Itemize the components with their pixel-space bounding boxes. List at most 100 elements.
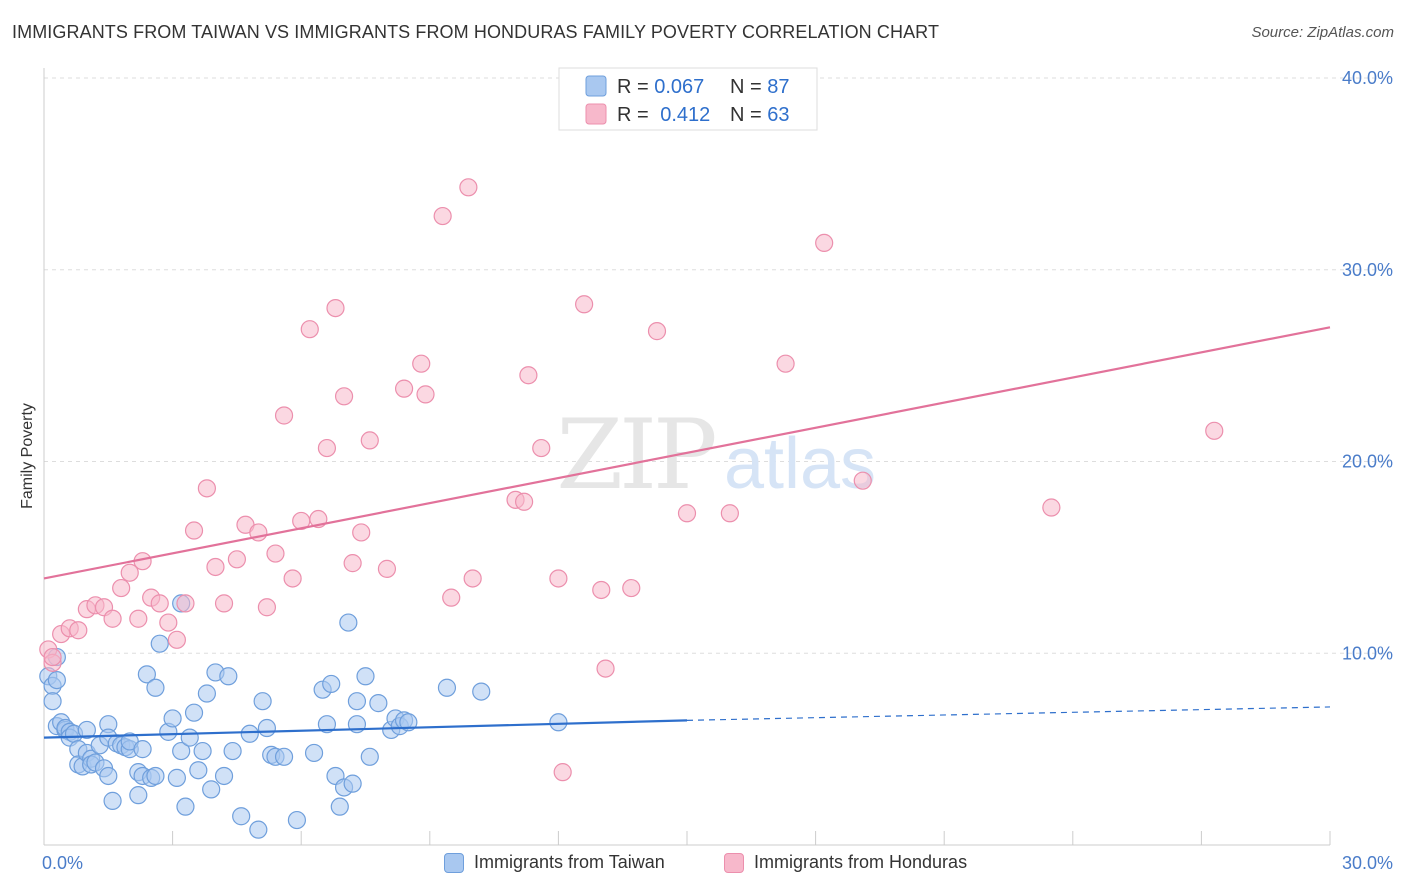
taiwan-point (180, 728, 199, 747)
taiwan-point (202, 780, 221, 799)
taiwan-point (167, 768, 186, 787)
taiwan-point (257, 718, 277, 738)
honduras-point (184, 521, 204, 540)
taiwan-points (39, 594, 568, 839)
honduras-point (519, 366, 538, 385)
bottom-legend: Immigrants from Taiwan Immigrants from H… (0, 852, 1406, 878)
taiwan-point (274, 747, 294, 766)
taiwan-point (43, 692, 62, 711)
honduras-point (326, 299, 345, 318)
taiwan-point (184, 703, 204, 722)
honduras-point (377, 559, 397, 578)
taiwan-point (223, 741, 242, 761)
honduras-point (463, 569, 482, 588)
legend-n-label: N = (730, 76, 767, 98)
honduras-point (853, 471, 872, 490)
taiwan-point (437, 678, 457, 697)
taiwan-point (99, 766, 118, 786)
taiwan-point (253, 692, 272, 711)
taiwan-point (150, 634, 169, 653)
honduras-point (206, 557, 225, 577)
honduras-point (150, 594, 169, 613)
source-label: Source: ZipAtlas.com (1251, 24, 1394, 41)
honduras-point (274, 406, 294, 425)
taiwan-point (133, 740, 152, 759)
watermark: ZIP atlas (556, 399, 876, 511)
legend: R = 0.067 N = 87 R = 0.412 N = 63 (558, 67, 818, 131)
taiwan-point (163, 709, 182, 728)
legend-r-label: R = (617, 104, 654, 126)
honduras-point (103, 609, 122, 628)
honduras-point (592, 580, 611, 600)
honduras-point (622, 578, 641, 598)
taiwan-point (172, 741, 191, 761)
taiwan-trend-line (43, 719, 688, 739)
watermark-atlas: atlas (724, 424, 876, 504)
y-tick-label: 40.0% (1342, 68, 1393, 88)
taiwan-point (219, 667, 238, 686)
taiwan-point (232, 807, 251, 826)
honduras-point (416, 385, 435, 404)
honduras-legend-label: Immigrants from Honduras (754, 852, 968, 872)
grid-lines (44, 77, 1390, 654)
taiwan-point (339, 613, 358, 632)
taiwan-point (146, 766, 165, 786)
honduras-trend-line (43, 326, 1331, 580)
honduras-point (317, 438, 337, 458)
honduras-point (647, 322, 667, 341)
honduras-point (459, 178, 478, 197)
honduras-point (549, 569, 568, 588)
taiwan-point (317, 715, 337, 734)
taiwan-swatch (444, 852, 464, 873)
legend-row-taiwan: R = 0.067 N = 87 (617, 76, 790, 98)
legend-n-label: N = (730, 104, 767, 126)
honduras-point (1042, 498, 1061, 517)
taiwan-point (176, 797, 195, 816)
honduras-point (360, 431, 379, 450)
chart-title: IMMIGRANTS FROM TAIWAN VS IMMIGRANTS FRO… (12, 22, 940, 42)
taiwan-point (193, 741, 212, 761)
legend-swatch-taiwan (585, 75, 607, 97)
legend-swatch-honduras (585, 103, 607, 125)
taiwan-point (197, 684, 216, 703)
x-tick-label: 0.0% (42, 853, 83, 873)
honduras-point (532, 438, 551, 458)
taiwan-trend-extension (686, 706, 1331, 721)
legend-n-value: 63 (767, 104, 789, 126)
honduras-point (167, 630, 186, 649)
taiwan-point (287, 810, 307, 830)
taiwan-point (360, 747, 379, 766)
y-tick-label: 20.0% (1342, 452, 1393, 472)
honduras-point (159, 613, 178, 632)
honduras-point (266, 544, 285, 563)
taiwan-point (343, 774, 362, 793)
honduras-point (412, 354, 431, 373)
legend-r-value: 0.067 (654, 76, 704, 98)
taiwan-point (214, 766, 234, 786)
honduras-point (176, 594, 195, 613)
taiwan-point (146, 678, 165, 697)
taiwan-point (322, 674, 341, 694)
taiwan-point (129, 786, 148, 805)
taiwan-legend-label: Immigrants from Taiwan (474, 852, 665, 872)
taiwan-point (77, 720, 96, 740)
taiwan-point (304, 743, 324, 763)
honduras-point (776, 354, 795, 373)
legend-r-label: R = (617, 76, 654, 98)
honduras-point (214, 594, 234, 613)
x-tick-label: 30.0% (1342, 853, 1393, 873)
honduras-point (257, 598, 277, 617)
bottom-legend-honduras[interactable]: Immigrants from Honduras (724, 852, 967, 873)
honduras-point (343, 554, 362, 573)
taiwan-point (549, 713, 568, 732)
honduras-point (300, 320, 319, 339)
honduras-point (815, 233, 834, 253)
honduras-point (553, 763, 572, 782)
taiwan-point (47, 670, 66, 690)
honduras-point (575, 295, 594, 314)
bottom-legend-taiwan[interactable]: Immigrants from Taiwan (444, 852, 665, 873)
taiwan-point (103, 791, 122, 810)
honduras-point (334, 387, 354, 406)
honduras-point (43, 647, 62, 667)
